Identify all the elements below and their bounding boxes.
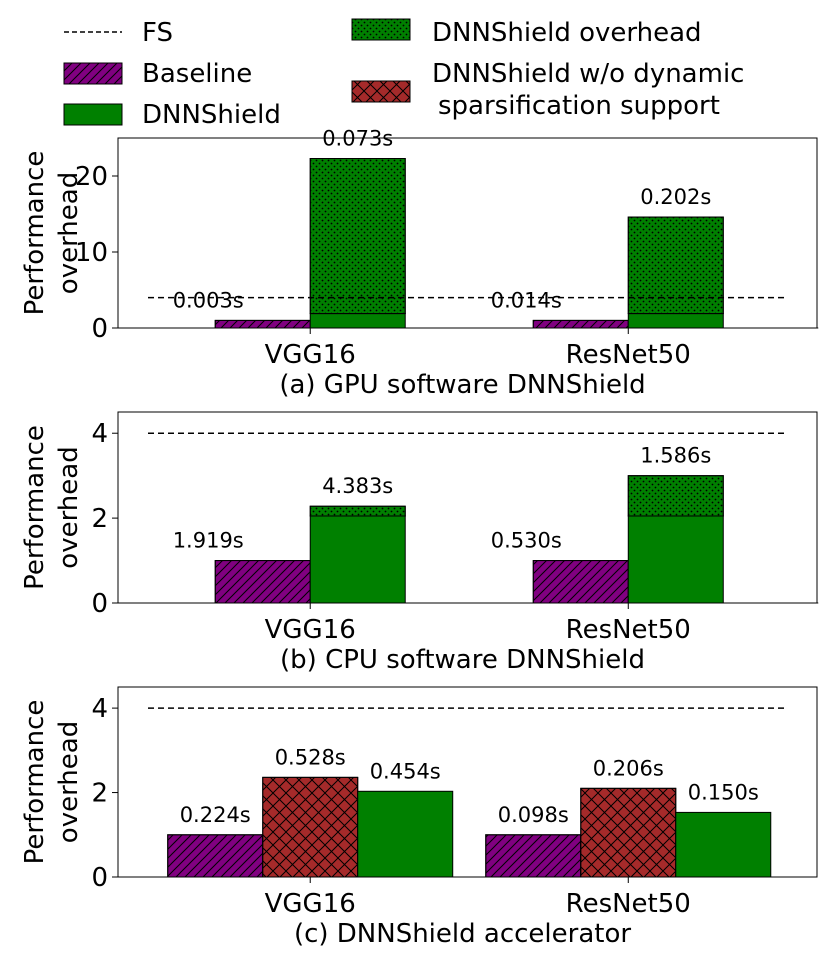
y-tick-label: 20 [75, 162, 108, 192]
data-label: 0.224s [180, 803, 251, 827]
legend-dnnshield-label: DNNShield [142, 100, 281, 130]
legend-overhead-pattern [351, 18, 411, 41]
legend: FS Baseline DNNShield DNNShield overhead… [63, 18, 744, 130]
bar-pattern [580, 787, 677, 878]
bar-dnnshield-vgg16 [309, 313, 406, 329]
panel-title: (a) GPU software DNNShield [279, 370, 645, 400]
y-axis-label: Performance overhead [20, 151, 84, 316]
data-label: 0.530s [491, 529, 562, 553]
legend-nodyn-label-line2: sparsification support [438, 91, 720, 121]
bar-dnnshield-vgg16 [357, 790, 454, 878]
y-tick-label: 2 [91, 779, 108, 809]
data-label: 0.206s [593, 756, 664, 780]
data-label: 0.073s [322, 127, 393, 151]
bar-pattern [532, 319, 629, 329]
bar-pattern [309, 158, 406, 315]
x-tick-label: VGG16 [265, 615, 356, 645]
y-tick-label: 2 [91, 504, 108, 534]
bar-dnnshield-resnet50 [627, 313, 724, 329]
bar-pattern [167, 834, 264, 878]
legend-baseline-label: Baseline [142, 59, 252, 89]
plot-frame [117, 686, 818, 878]
y-axis-label: Performance overhead [20, 425, 84, 590]
x-tick-label: ResNet50 [566, 615, 691, 645]
data-label: 0.014s [491, 288, 562, 312]
x-tick-label: VGG16 [265, 340, 356, 370]
y-tick-label: 0 [91, 589, 108, 619]
x-tick-label: ResNet50 [566, 889, 691, 919]
bar-pattern [214, 319, 311, 329]
data-label: 0.454s [370, 759, 441, 783]
y-tick-label: 4 [91, 694, 108, 724]
data-label: 4.383s [322, 474, 393, 498]
data-label: 0.098s [498, 803, 569, 827]
y-tick-label: 10 [75, 238, 108, 268]
data-label: 0.150s [688, 780, 759, 804]
legend-fs-label: FS [142, 18, 173, 48]
data-label: 1.586s [640, 444, 711, 468]
legend-nodyn-label-line1: DNNShield w/o dynamic [432, 59, 744, 89]
bar-dnnshield-resnet50 [675, 811, 772, 878]
bar-pattern [214, 560, 311, 604]
bar-pattern [532, 560, 629, 604]
bar-pattern [262, 776, 359, 878]
data-label: 0.528s [275, 745, 346, 769]
bar-pattern [309, 505, 406, 517]
panel-title: (b) CPU software DNNShield [280, 645, 645, 675]
legend-baseline-hatch [63, 62, 123, 85]
y-tick-label: 0 [91, 863, 108, 893]
y-tick-label: 4 [91, 419, 108, 449]
x-tick-label: ResNet50 [566, 340, 691, 370]
legend-dnnshield-swatch [63, 103, 123, 126]
legend-overhead-label: DNNShield overhead [432, 18, 702, 48]
data-label: 0.202s [640, 185, 711, 209]
x-tick-label: VGG16 [265, 889, 356, 919]
legend-nodyn-pattern [351, 80, 411, 103]
bar-dnnshield-vgg16 [309, 515, 406, 604]
data-label: 0.003s [173, 288, 244, 312]
bar-pattern [627, 216, 724, 315]
bar-pattern [485, 834, 582, 878]
y-axis-label: Performance overhead [20, 700, 84, 865]
y-tick-label: 0 [91, 314, 108, 344]
bar-dnnshield-resnet50 [627, 515, 724, 604]
data-label: 1.919s [173, 529, 244, 553]
panel-title: (c) DNNShield accelerator [294, 919, 631, 949]
bar-pattern [627, 475, 724, 517]
